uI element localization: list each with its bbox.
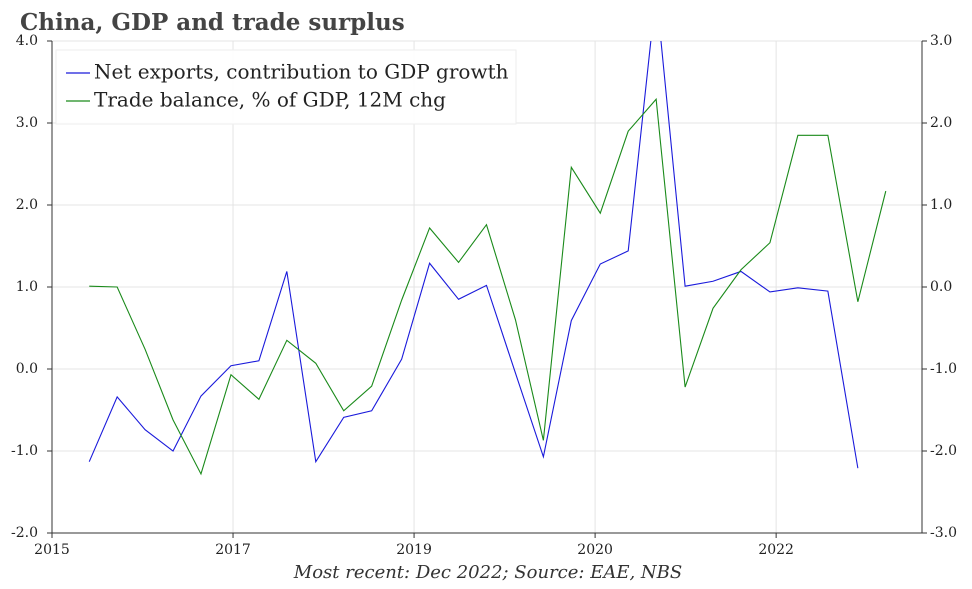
x-tick-label: 2017: [215, 542, 251, 558]
series-line: [88, 41, 859, 469]
y-tick-label: 3.0: [16, 115, 38, 131]
y2-tick-label: -1.0: [930, 361, 957, 377]
y-tick-label: 4.0: [16, 33, 38, 49]
y2-tick-label: 2.0: [930, 115, 952, 131]
legend-label: Trade balance, % of GDP, 12M chg: [94, 88, 446, 112]
legend-box: [55, 49, 517, 125]
legend-label: Net exports, contribution to GDP growth: [94, 60, 509, 84]
chart-title: China, GDP and trade surplus: [20, 9, 405, 36]
y2-tick-label: 3.0: [930, 33, 952, 49]
y2-tick-label: 0.0: [930, 279, 952, 295]
y2-tick-label: 1.0: [930, 197, 952, 213]
x-tick-label: 2020: [577, 542, 613, 558]
y-tick-label: -1.0: [11, 443, 38, 459]
y2-tick-label: -3.0: [930, 525, 957, 541]
x-tick-label: 2019: [396, 542, 432, 558]
legend: Net exports, contribution to GDP growth T…: [55, 49, 517, 125]
x-tick-label: 2022: [758, 542, 794, 558]
y-tick-label: 2.0: [16, 197, 38, 213]
y-tick-label: -2.0: [11, 525, 38, 541]
footnote: Most recent: Dec 2022; Source: EAE, NBS: [293, 562, 682, 583]
series-line: [89, 97, 887, 476]
y-tick-label: 1.0: [16, 279, 38, 295]
x-tick-label: 2015: [34, 542, 70, 558]
plot-area: [88, 41, 887, 476]
axes: -2.0 -1.0 0.0 1.0 2.0 3.0 4.0 -3.0 -2.0 -1.0 0.0 1.…: [11, 33, 957, 558]
y-tick-label: 0.0: [16, 361, 38, 377]
y2-tick-label: -2.0: [930, 443, 957, 459]
